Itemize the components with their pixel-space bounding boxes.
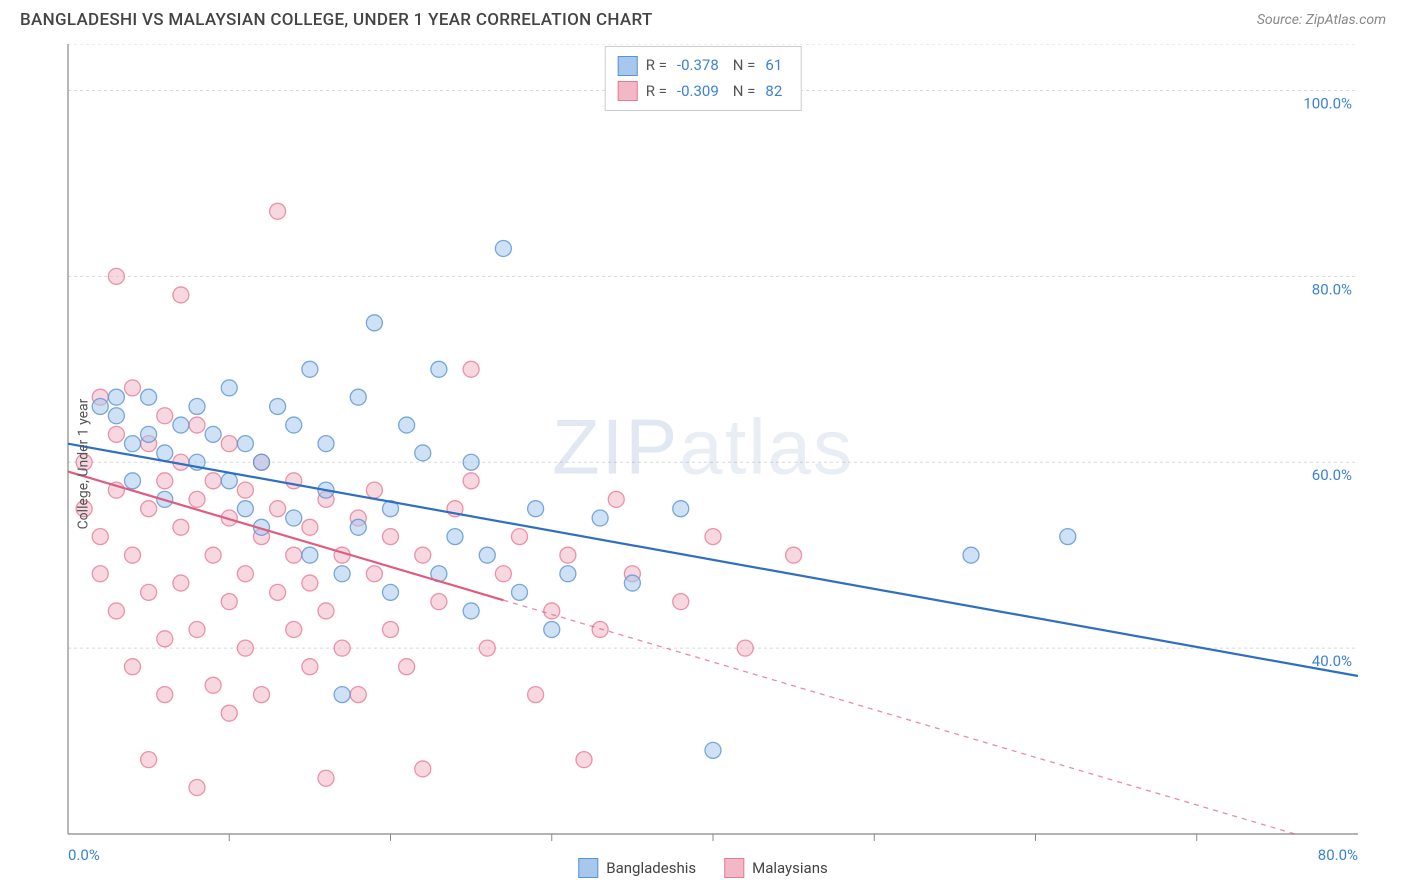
n-value: 82 (765, 79, 782, 105)
svg-text:60.0%: 60.0% (1312, 466, 1352, 484)
r-value: -0.378 (677, 53, 719, 79)
n-label: N = (733, 79, 756, 105)
legend-row: R = -0.309 N = 82 (618, 79, 789, 105)
series-legend-item: Malaysians (724, 858, 828, 878)
legend-swatch (618, 56, 638, 76)
correlation-legend: R = -0.378 N = 61 R = -0.309 N = 82 (605, 46, 802, 111)
r-value: -0.309 (677, 79, 719, 105)
chart-container: College, Under 1 year 0.0% 80.0% 40.0% 60.0… (20, 44, 1386, 884)
legend-swatch (578, 858, 598, 878)
series-legend: Bangladeshis Malaysians (578, 858, 827, 878)
r-label: R = (646, 53, 667, 79)
y-axis-label: College, Under 1 year (75, 399, 91, 530)
svg-text:0.0%: 0.0% (68, 846, 100, 864)
svg-text:80.0%: 80.0% (1312, 280, 1352, 298)
series-name: Bangladeshis (606, 859, 696, 877)
legend-swatch (618, 81, 638, 101)
series-legend-item: Bangladeshis (578, 858, 696, 878)
source-label: Source: ZipAtlas.com (1257, 12, 1386, 28)
legend-swatch (724, 858, 744, 878)
scatter-chart: 0.0% 80.0% 40.0% 60.0% 80.0% 100.0% (20, 44, 1386, 884)
r-label: R = (646, 79, 667, 105)
n-label: N = (733, 53, 756, 79)
svg-text:40.0%: 40.0% (1312, 652, 1352, 670)
series-name: Malaysians (752, 859, 828, 877)
chart-title: BANGLADESHI VS MALAYSIAN COLLEGE, UNDER … (20, 10, 653, 30)
n-value: 61 (765, 53, 782, 79)
svg-text:100.0%: 100.0% (1303, 94, 1352, 112)
legend-row: R = -0.378 N = 61 (618, 53, 789, 79)
svg-text:80.0%: 80.0% (1318, 846, 1358, 864)
